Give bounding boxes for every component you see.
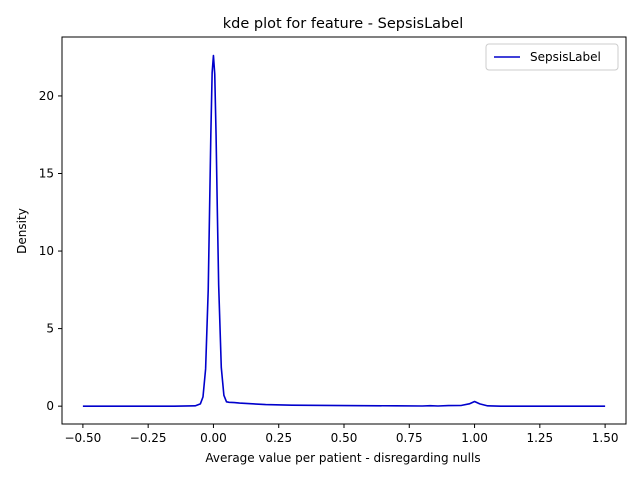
x-tick-label: 0.50	[331, 431, 358, 445]
x-tick-label: −0.25	[130, 431, 167, 445]
legend-label: SepsisLabel	[530, 50, 601, 64]
x-tick-label: −0.50	[64, 431, 101, 445]
plot-frame	[61, 36, 627, 425]
x-tick-label: 1.25	[526, 431, 553, 445]
x-tick-label: 0.75	[396, 431, 423, 445]
y-tick-label: 20	[39, 89, 54, 103]
x-axis-label: Average value per patient - disregarding…	[205, 451, 480, 465]
y-tick-label: 0	[46, 399, 54, 413]
series-line-sepsislabel	[82, 54, 606, 407]
legend: SepsisLabel	[485, 43, 619, 71]
legend-box	[485, 43, 619, 71]
x-axis: −0.50 −0.25 0.00 0.25 0.50 0.75 1.00 1.25 1.50	[64, 424, 618, 445]
y-tick-label: 15	[39, 166, 54, 180]
x-tick-label: 1.00	[461, 431, 488, 445]
y-tick-label: 10	[39, 244, 54, 258]
y-axis-label: Density	[15, 208, 29, 254]
chart-title: kde plot for feature - SepsisLabel	[223, 16, 463, 32]
y-tick-label: 5	[46, 322, 54, 336]
y-axis: 0 5 10 15 20	[39, 89, 62, 413]
x-tick-label: 1.50	[592, 431, 619, 445]
x-tick-label: 0.25	[265, 431, 292, 445]
plot-area	[61, 36, 627, 425]
x-tick-label: 0.00	[200, 431, 227, 445]
